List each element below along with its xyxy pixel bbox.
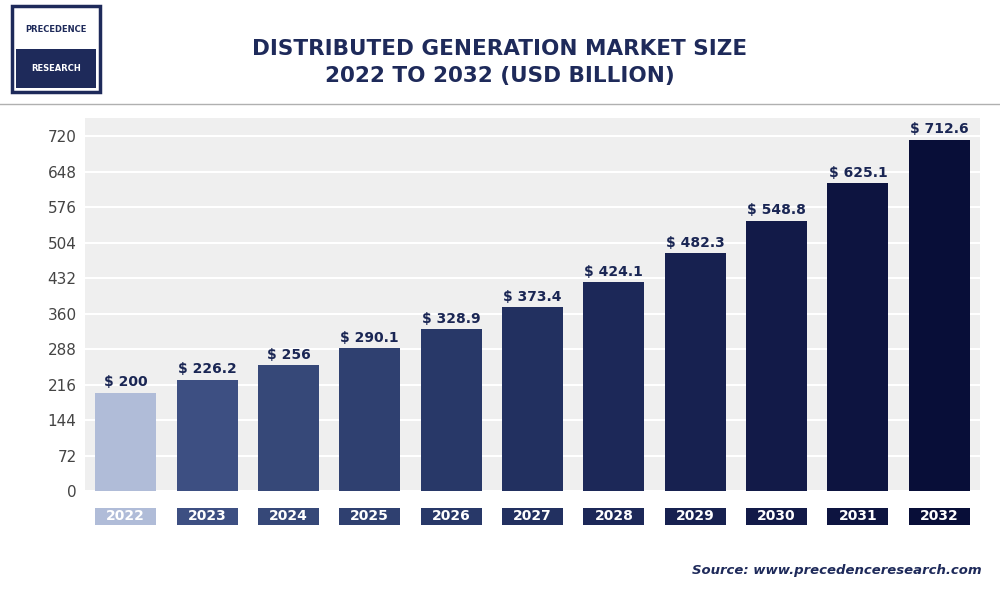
Text: 2032: 2032 bbox=[920, 509, 959, 523]
FancyBboxPatch shape bbox=[177, 507, 238, 525]
Text: 2022: 2022 bbox=[106, 509, 145, 523]
Text: 2027: 2027 bbox=[513, 509, 552, 523]
Bar bbox=[665, 253, 726, 491]
Bar bbox=[258, 365, 319, 491]
Text: 2029: 2029 bbox=[676, 509, 715, 523]
FancyBboxPatch shape bbox=[827, 507, 888, 525]
Text: $ 256: $ 256 bbox=[267, 348, 310, 362]
Text: RESEARCH: RESEARCH bbox=[31, 64, 81, 73]
Text: $ 373.4: $ 373.4 bbox=[503, 289, 562, 304]
Text: PRECEDENCE: PRECEDENCE bbox=[25, 25, 87, 34]
Bar bbox=[339, 348, 400, 491]
Text: 2028: 2028 bbox=[594, 509, 633, 523]
Text: 2024: 2024 bbox=[269, 509, 308, 523]
Bar bbox=[16, 49, 96, 88]
Bar bbox=[177, 380, 238, 491]
Text: $ 625.1: $ 625.1 bbox=[829, 166, 887, 179]
FancyBboxPatch shape bbox=[746, 507, 807, 525]
Text: $ 482.3: $ 482.3 bbox=[666, 236, 725, 250]
Bar bbox=[502, 307, 563, 491]
Bar bbox=[827, 183, 888, 491]
Text: $ 712.6: $ 712.6 bbox=[910, 123, 969, 136]
Bar bbox=[16, 9, 96, 49]
Bar bbox=[746, 221, 807, 491]
FancyBboxPatch shape bbox=[95, 507, 156, 525]
FancyBboxPatch shape bbox=[421, 507, 482, 525]
Text: $ 226.2: $ 226.2 bbox=[178, 362, 236, 377]
Text: 2030: 2030 bbox=[757, 509, 796, 523]
Bar bbox=[421, 329, 482, 491]
FancyBboxPatch shape bbox=[909, 507, 970, 525]
Text: $ 548.8: $ 548.8 bbox=[747, 203, 806, 217]
Text: Source: www.precedenceresearch.com: Source: www.precedenceresearch.com bbox=[692, 564, 982, 577]
FancyBboxPatch shape bbox=[583, 507, 644, 525]
FancyBboxPatch shape bbox=[502, 507, 563, 525]
Text: 2023: 2023 bbox=[188, 509, 226, 523]
FancyBboxPatch shape bbox=[665, 507, 726, 525]
Text: 2026: 2026 bbox=[432, 509, 471, 523]
Text: 2025: 2025 bbox=[350, 509, 389, 523]
Bar bbox=[909, 140, 970, 491]
Bar bbox=[95, 392, 156, 491]
Text: $ 424.1: $ 424.1 bbox=[584, 265, 643, 279]
Text: 2031: 2031 bbox=[839, 509, 877, 523]
FancyBboxPatch shape bbox=[339, 507, 400, 525]
Text: $ 200: $ 200 bbox=[104, 375, 147, 390]
Text: DISTRIBUTED GENERATION MARKET SIZE
2022 TO 2032 (USD BILLION): DISTRIBUTED GENERATION MARKET SIZE 2022 … bbox=[252, 38, 748, 86]
Text: $ 328.9: $ 328.9 bbox=[422, 311, 480, 326]
Bar bbox=[583, 282, 644, 491]
FancyBboxPatch shape bbox=[258, 507, 319, 525]
Text: $ 290.1: $ 290.1 bbox=[340, 331, 399, 345]
